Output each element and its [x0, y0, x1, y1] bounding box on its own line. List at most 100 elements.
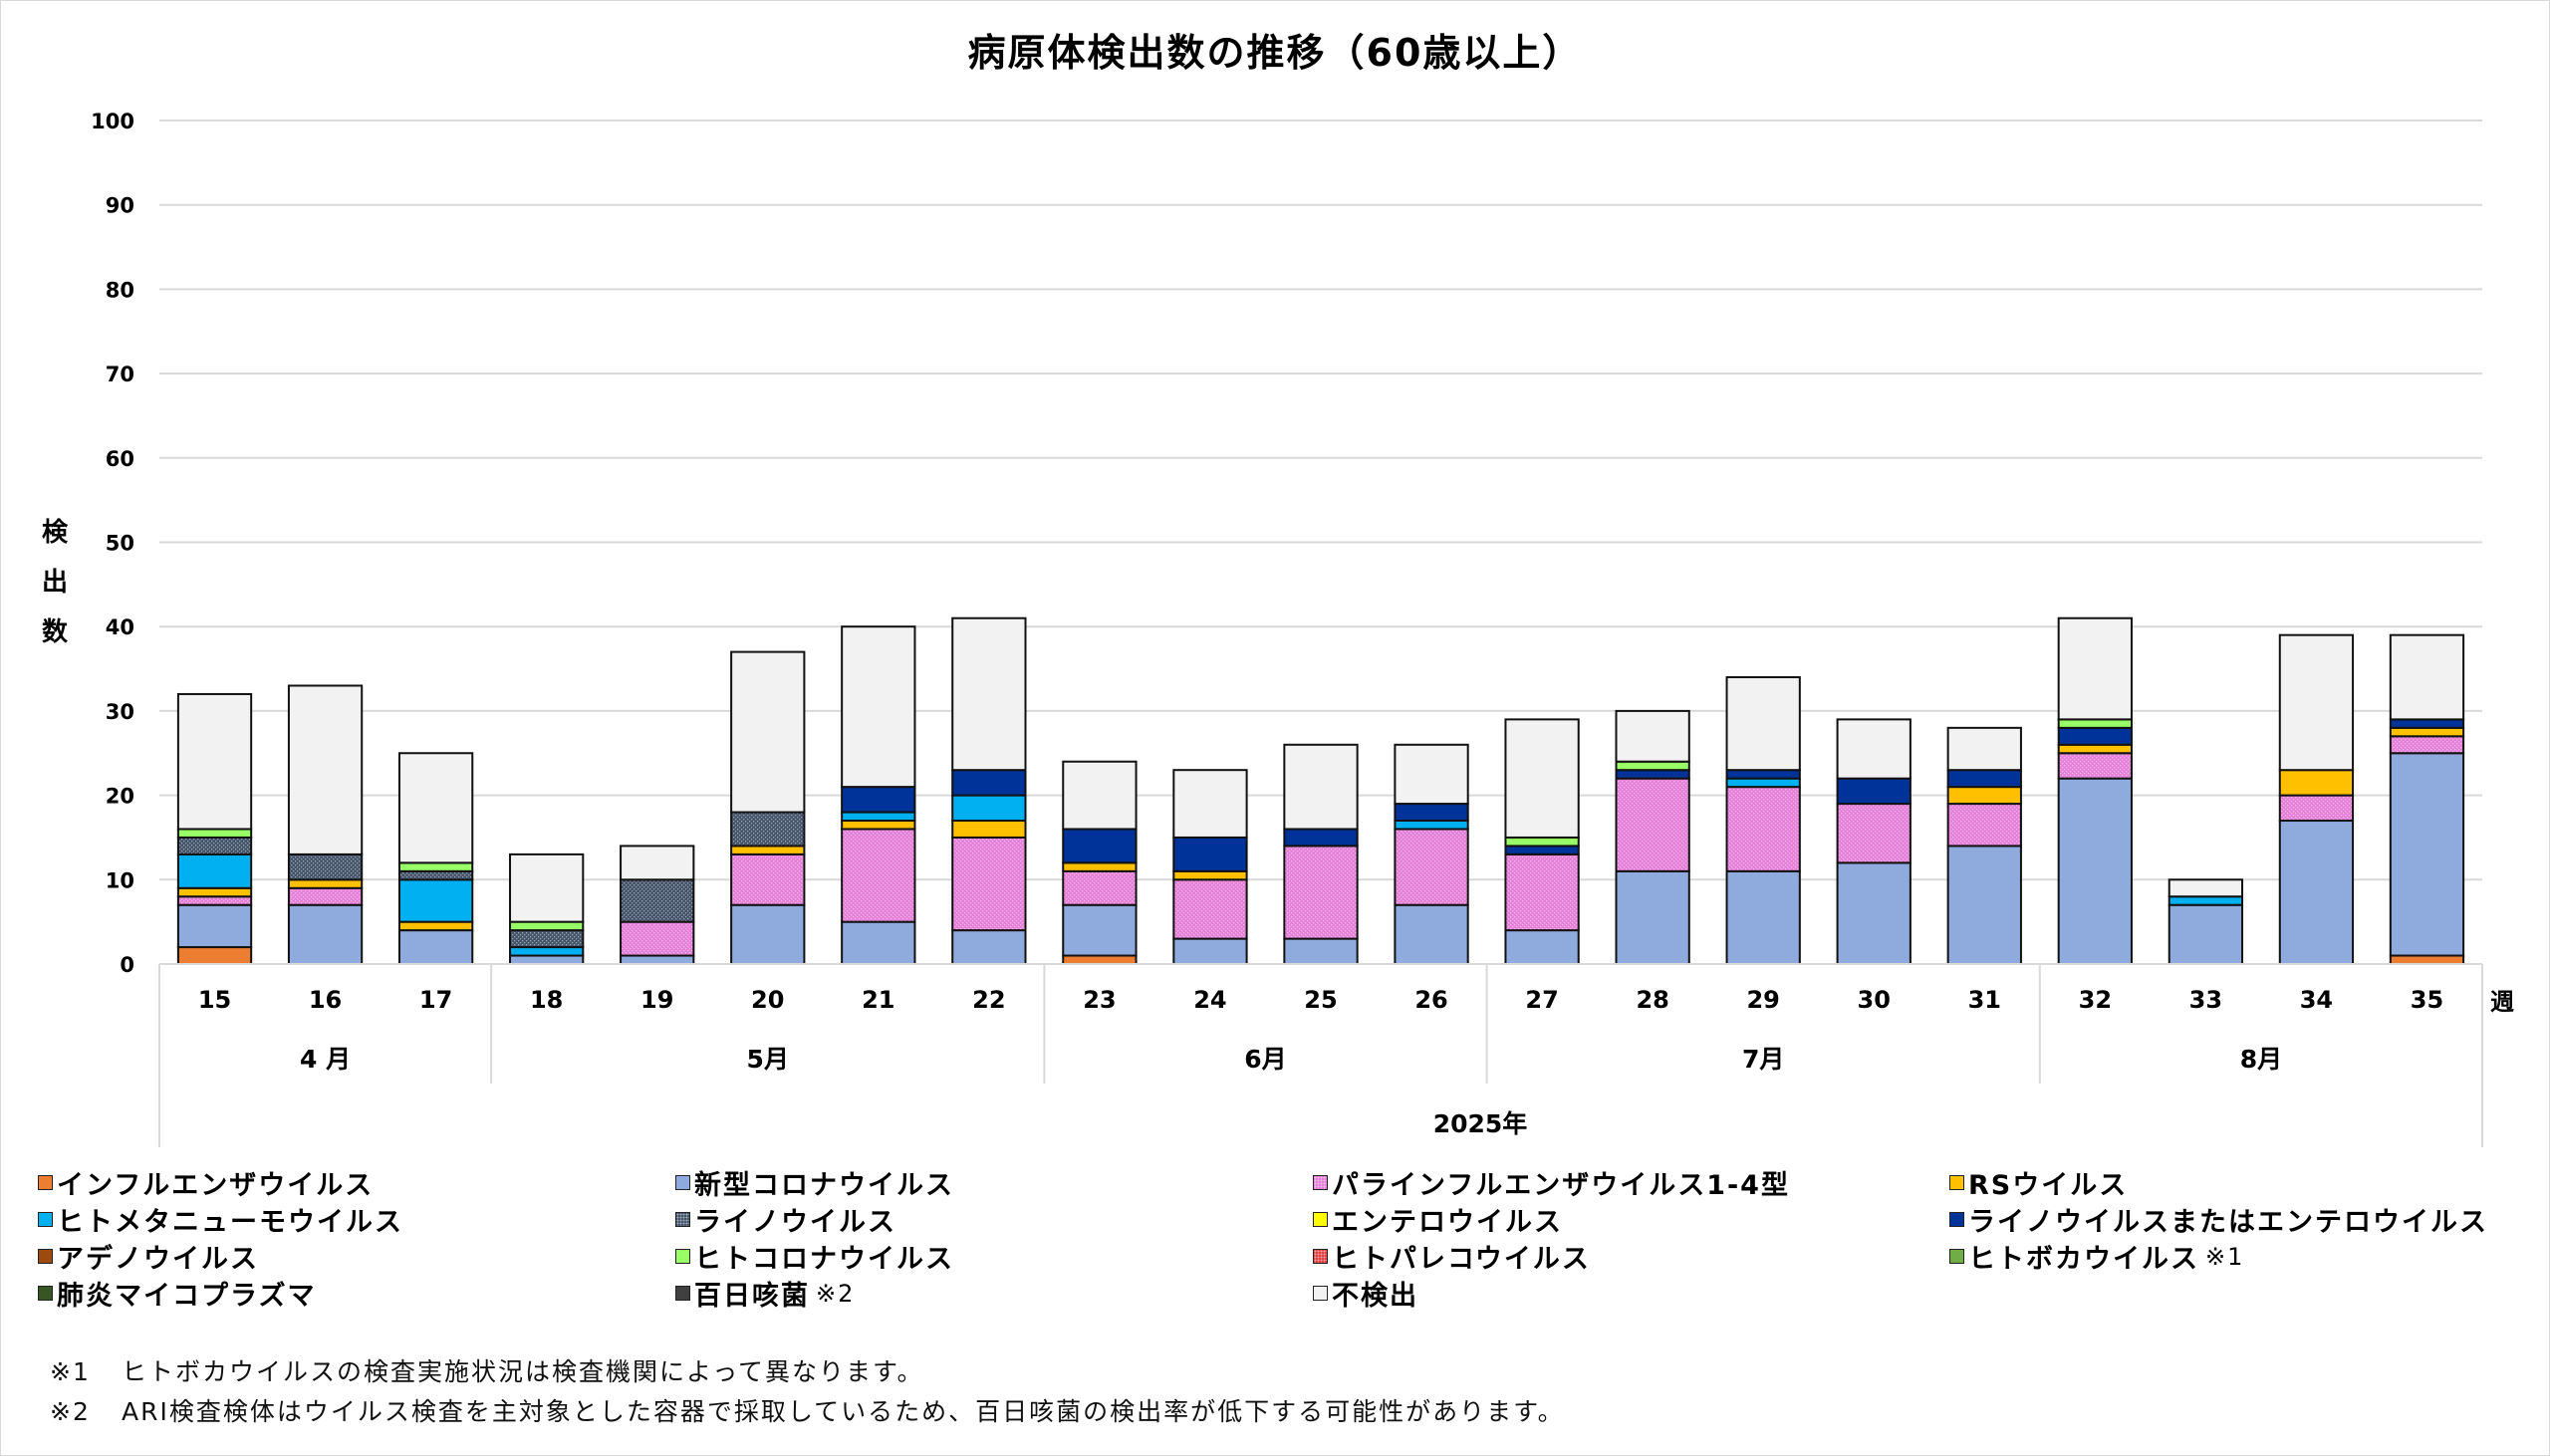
bar-segment [951, 769, 1027, 797]
bar-stack-week-15 [176, 692, 253, 965]
bar-stack-week-24 [1172, 769, 1248, 966]
bar-segment [509, 954, 585, 966]
bar-segment [287, 684, 364, 855]
x-tick-label: 35 [2411, 986, 2443, 1014]
bar-segment [2057, 718, 2133, 729]
bar-segment [2057, 726, 2133, 746]
bar-segment [1394, 828, 1469, 906]
legend-swatch [1949, 1249, 1964, 1264]
bar-segment [1615, 760, 1690, 772]
bar-segment [1172, 937, 1248, 966]
month-label: 5月 [747, 1045, 789, 1074]
legend-label: 新型コロナウイルス [694, 1170, 954, 1201]
bar-segment [841, 828, 916, 923]
y-tick-label: 10 [106, 868, 134, 892]
x-tick-label: 16 [309, 986, 342, 1014]
bar-segment [951, 794, 1027, 823]
bar-segment [1946, 769, 2022, 789]
bar-segment [1504, 718, 1580, 839]
bar-segment [2278, 820, 2355, 966]
legend-label: 百日咳菌 [694, 1281, 810, 1312]
legend-item: ヒトメタニューモウイルス [38, 1200, 403, 1239]
bar-segment [730, 903, 806, 966]
footnote-text: ARI検査検体はウイルス検査を主対象とした容器で採取しているため、百日咳菌の検出… [122, 1397, 1565, 1426]
bar-segment [2057, 752, 2133, 780]
legend-label: ヒトコロナウイルス [694, 1244, 954, 1275]
legend-item: ヒトボカウイルス ※1 [1949, 1237, 2244, 1276]
y-tick-label: 90 [106, 194, 134, 218]
x-tick-label: 17 [419, 986, 452, 1014]
bar-segment [620, 920, 695, 957]
bar-segment [1062, 861, 1138, 872]
bar-segment [841, 820, 916, 831]
bar-segment [1615, 709, 1690, 763]
bar-segment [397, 878, 474, 923]
bar-segment [176, 903, 253, 949]
bar-segment [2057, 777, 2133, 965]
legend-swatch [1949, 1175, 1964, 1190]
legend-item: 百日咳菌 ※2 [675, 1274, 855, 1313]
chart-title: 病原体検出数の推移（60歳以上） [967, 31, 1583, 75]
bar-segment [1172, 836, 1248, 872]
legend-note-mark: ※2 [816, 1279, 856, 1308]
x-tick-label: 32 [2079, 986, 2112, 1014]
y-tick-label: 20 [106, 785, 134, 809]
bar-segment [2278, 633, 2355, 772]
bar-segment [841, 625, 916, 789]
bar-segment [397, 929, 474, 965]
bar-stack-week-26 [1394, 743, 1469, 966]
bar-segment [2278, 794, 2355, 823]
chart-plot: 0 10 20 30 40 50 60 70 80 90 100 15 16 17 18 19 20 21 22 2… [91, 110, 2514, 1147]
bar-stack-week-30 [1836, 718, 1912, 965]
bar-segment [730, 852, 806, 906]
bar-segment [2168, 895, 2244, 906]
bar-segment [1725, 869, 1801, 966]
footnote-1: ※1 ヒトボカウイルスの検査実施状況は検査機関によって異なります。 [50, 1352, 1565, 1392]
bar-stack-week-31 [1946, 726, 2022, 965]
bar-segment [1836, 718, 1912, 780]
bar-segment [1504, 845, 1580, 855]
bar-stack-week-20 [730, 650, 806, 966]
bar-segment [509, 929, 585, 949]
legend-item: ヒトコロナウイルス [675, 1237, 954, 1276]
x-tick-label: 27 [1525, 986, 1558, 1014]
bar-segment [620, 878, 695, 923]
bar-stack-week-23 [1062, 760, 1138, 966]
legend-swatch [1949, 1212, 1964, 1227]
legend-item: RSウイルス [1949, 1163, 2128, 1202]
bar-segment [730, 650, 806, 814]
month-label: 4 月 [300, 1045, 351, 1074]
x-tick-label: 15 [198, 986, 231, 1014]
bar-segment [2168, 903, 2244, 966]
legend-swatch [38, 1286, 53, 1301]
x-tick-label: 33 [2189, 986, 2222, 1014]
bar-segment [841, 811, 916, 823]
bar-stack-week-35 [2389, 633, 2465, 966]
bar-segment [1725, 769, 1801, 780]
bar-segment [1504, 852, 1580, 932]
bar-segment [620, 954, 695, 966]
legend-swatch [675, 1286, 690, 1301]
bar-segment [2057, 743, 2133, 755]
y-axis-label-char: 出 [41, 568, 68, 598]
bar-segment [287, 903, 364, 966]
footnotes: ※1 ヒトボカウイルスの検査実施状況は検査機関によって異なります。 ※2 ARI… [50, 1352, 1565, 1432]
bar-segment [397, 752, 474, 864]
legend-label: エンテロウイルス [1332, 1207, 1563, 1238]
bar-stack-week-27 [1504, 718, 1580, 965]
x-tick-label: 29 [1746, 986, 1779, 1014]
bar-stack-week-25 [1283, 743, 1359, 966]
bars [176, 616, 2465, 966]
bar-segment [730, 811, 806, 848]
bar-segment [620, 845, 695, 881]
bar-segment [951, 929, 1027, 965]
bar-segment [2168, 878, 2244, 898]
x-unit-label: 週 [2490, 988, 2514, 1016]
bar-segment [509, 946, 585, 957]
bar-stack-week-22 [951, 616, 1027, 965]
bar-segment [397, 920, 474, 932]
bar-segment [1283, 937, 1359, 966]
legend-item: ヒトパレコウイルス [1313, 1237, 1591, 1276]
bar-segment [1725, 786, 1801, 872]
bar-stack-week-28 [1615, 709, 1690, 966]
